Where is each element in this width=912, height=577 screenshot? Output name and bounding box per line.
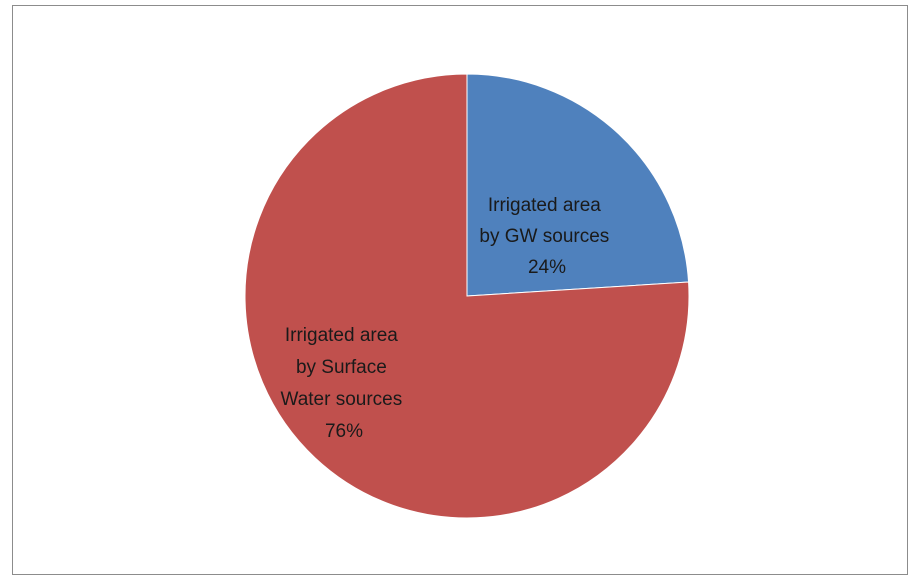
label-gw-line-2: by GW sources bbox=[479, 226, 609, 247]
label-sw-line-2: by Surface bbox=[296, 357, 387, 378]
label-gw-sources: Irrigated area by GW sources 24% bbox=[479, 195, 614, 278]
pie-slices bbox=[244, 73, 690, 519]
label-surface-water-sources: Irrigated area by Surface Water sources … bbox=[280, 325, 407, 442]
label-sw-percent: 76% bbox=[325, 421, 363, 442]
label-sw-line-3: Water sources bbox=[280, 389, 402, 410]
label-sw-line-1: Irrigated area bbox=[285, 325, 398, 346]
label-gw-line-1: Irrigated area bbox=[488, 195, 601, 216]
pie-slice-surface-water-sources bbox=[244, 73, 690, 519]
pie-slice-gw-sources bbox=[466, 73, 690, 297]
label-gw-percent: 24% bbox=[528, 257, 566, 278]
